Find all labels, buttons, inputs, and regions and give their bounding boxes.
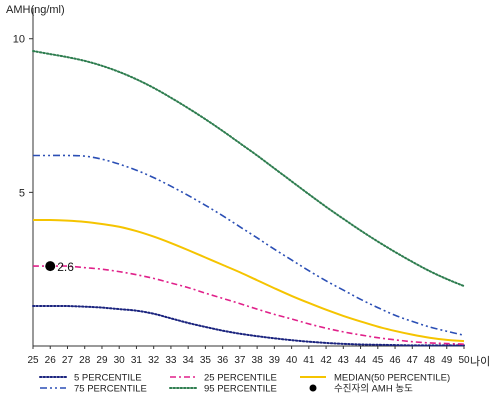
x-tick-label: 33: [165, 355, 177, 366]
x-tick-label: 39: [269, 355, 281, 366]
x-tick-label: 31: [131, 355, 143, 366]
patient-points-layer: 2.6: [45, 260, 74, 274]
patient-amh-value-label: 2.6: [57, 260, 74, 274]
series-line-5-percentile: [32, 305, 465, 347]
legend-label: 25 PERCENTILE: [204, 373, 277, 384]
y-axis-label: AMH(ng/ml): [6, 4, 65, 16]
x-tick-label: 49: [441, 355, 453, 366]
legend-label: 5 PERCENTILE: [74, 373, 142, 384]
legend-label: 75 PERCENTILE: [74, 384, 147, 395]
x-axis-label: 나이: [470, 355, 490, 368]
x-tick-label: 30: [114, 355, 126, 366]
x-tick-label: 29: [96, 355, 108, 366]
x-tick-label: 35: [200, 355, 212, 366]
x-tick-label: 50: [458, 355, 470, 366]
x-tick-label: 47: [407, 355, 419, 366]
series-layer: [32, 50, 465, 347]
x-tick-label: 45: [372, 355, 384, 366]
x-tick-label: 46: [389, 355, 401, 366]
x-tick-label: 26: [45, 355, 57, 366]
x-tick-label: 42: [321, 355, 333, 366]
x-tick-label: 38: [252, 355, 264, 366]
legend-label: 수진자의 AMH 농도: [334, 384, 413, 395]
y-tick-label: 10: [13, 34, 25, 46]
legend: 5 PERCENTILE 25 PERCENTILE MEDIAN(50 PERCE…: [39, 373, 450, 395]
x-tick-label: 27: [62, 355, 74, 366]
x-tick-label: 40: [286, 355, 298, 366]
x-tick-label: 44: [355, 355, 367, 366]
x-tick-label: 36: [217, 355, 229, 366]
x-tick-label: 37: [234, 355, 246, 366]
x-tick-label: 34: [183, 355, 195, 366]
series-line-median-50-percentile: [32, 218, 465, 343]
x-tick-label: 25: [27, 355, 39, 366]
y-tick-label: 5: [19, 187, 25, 199]
legend-label: 95 PERCENTILE: [204, 384, 277, 395]
series-line-95-percentile: [32, 50, 465, 288]
patient-amh-point: [45, 261, 56, 272]
x-tick-label: 43: [338, 355, 350, 366]
axes: AMH(ng/ml) 나이 5 10 25 26 27 28 29 30 31 32 33 34 35 36 3…: [6, 4, 490, 368]
legend-label: MEDIAN(50 PERCENTILE): [334, 373, 450, 384]
x-tick-label: 32: [148, 355, 160, 366]
x-tick-label: 48: [424, 355, 436, 366]
x-tick-label: 28: [79, 355, 91, 366]
x-tick-label: 41: [303, 355, 315, 366]
legend-marker: [309, 384, 317, 392]
series-line-75-percentile: [33, 154, 465, 337]
series-line-25-percentile: [32, 265, 465, 345]
